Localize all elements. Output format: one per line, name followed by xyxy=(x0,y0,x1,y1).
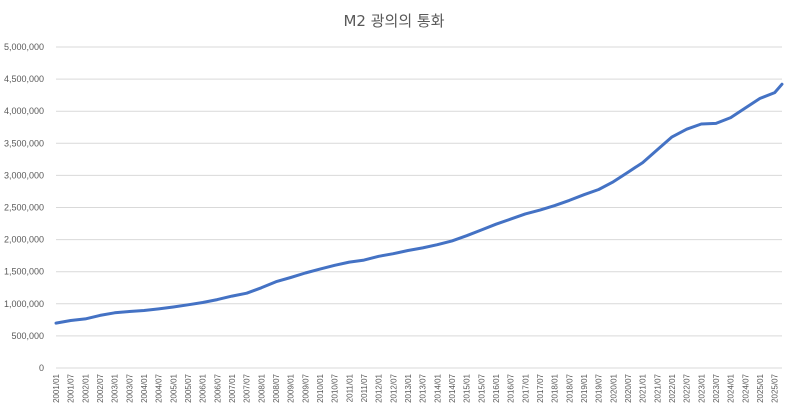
x-tick-label: 2018/01 xyxy=(551,373,560,402)
x-tick-label: 2011/07 xyxy=(360,373,369,402)
x-tick-label: 2005/07 xyxy=(184,373,193,402)
y-tick-label: 4,500,000 xyxy=(4,74,44,84)
y-tick-label: 0 xyxy=(39,363,44,373)
x-tick-label: 2017/01 xyxy=(521,373,530,402)
x-tick-label: 2006/01 xyxy=(199,373,208,402)
x-tick-label: 2016/07 xyxy=(507,373,516,402)
x-tick-label: 2018/07 xyxy=(565,373,574,402)
x-tick-label: 2019/07 xyxy=(595,373,604,402)
x-tick-label: 2012/07 xyxy=(389,373,398,402)
x-tick-label: 2025/01 xyxy=(756,373,765,402)
gridlines xyxy=(56,46,782,369)
x-tick-label: 2021/01 xyxy=(639,373,648,402)
x-tick-label: 2008/01 xyxy=(257,373,266,402)
x-tick-label: 2010/01 xyxy=(316,373,325,402)
x-tick-label: 2005/01 xyxy=(169,373,178,402)
x-tick-label: 2021/07 xyxy=(653,373,662,402)
x-tick-label: 2001/07 xyxy=(67,373,76,402)
y-tick-label: 1,500,000 xyxy=(4,267,44,277)
y-tick-label: 1,000,000 xyxy=(4,299,44,309)
x-tick-label: 2004/07 xyxy=(155,373,164,402)
y-axis-ticks: 0 500,000 1,000,000 1,500,000 2,000,000 2,500… xyxy=(4,42,44,373)
x-tick-label: 2015/01 xyxy=(463,373,472,402)
x-tick-label: 2017/07 xyxy=(536,373,545,402)
x-tick-label: 2014/01 xyxy=(433,373,442,402)
x-tick-label: 2002/07 xyxy=(96,373,105,402)
y-tick-label: 3,000,000 xyxy=(4,170,44,180)
y-tick-label: 5,000,000 xyxy=(4,42,44,52)
y-tick-label: 4,000,000 xyxy=(4,106,44,116)
y-tick-label: 2,000,000 xyxy=(4,235,44,245)
x-tick-label: 2022/07 xyxy=(683,373,692,402)
x-tick-label: 2023/01 xyxy=(697,373,706,402)
chart-title: M2 광의의 통화 xyxy=(343,12,445,30)
series-layer xyxy=(54,82,784,325)
x-tick-label: 2009/07 xyxy=(301,373,310,402)
x-tick-label: 2019/01 xyxy=(580,373,589,402)
y-tick-label: 3,500,000 xyxy=(4,138,44,148)
series-line xyxy=(54,82,784,325)
x-tick-label: 2016/01 xyxy=(492,373,501,402)
x-tick-label: 2008/07 xyxy=(272,373,281,402)
x-tick-label: 2007/07 xyxy=(243,373,252,402)
x-tick-label: 2023/07 xyxy=(712,373,721,402)
x-tick-label: 2024/01 xyxy=(727,373,736,402)
x-tick-label: 2007/01 xyxy=(228,373,237,402)
x-tick-label: 2009/01 xyxy=(287,373,296,402)
x-tick-label: 2015/07 xyxy=(477,373,486,402)
x-tick-label: 2024/07 xyxy=(741,373,750,402)
x-tick-label: 2020/07 xyxy=(624,373,633,402)
x-axis-ticks: 2001/01 2001/07 2002/01 2002/07 2003/01 2003/… xyxy=(52,373,780,402)
y-tick-label: 500,000 xyxy=(11,331,44,341)
x-tick-label: 2014/07 xyxy=(448,373,457,402)
x-tick-label: 2020/01 xyxy=(609,373,618,402)
x-tick-label: 2001/01 xyxy=(52,373,61,402)
x-tick-label: 2010/07 xyxy=(331,373,340,402)
x-tick-label: 2003/01 xyxy=(111,373,120,402)
x-tick-label: 2006/07 xyxy=(213,373,222,402)
x-tick-label: 2003/07 xyxy=(125,373,134,402)
y-tick-label: 2,500,000 xyxy=(4,203,44,213)
x-tick-label: 2013/07 xyxy=(419,373,428,402)
x-tick-label: 2022/01 xyxy=(668,373,677,402)
x-tick-label: 2013/01 xyxy=(404,373,413,402)
x-tick-label: 2011/01 xyxy=(345,373,354,402)
x-tick-label: 2004/01 xyxy=(140,373,149,402)
x-tick-label: 2012/01 xyxy=(375,373,384,402)
x-tick-label: 2002/01 xyxy=(81,373,90,402)
x-tick-label: 2025/07 xyxy=(771,373,780,402)
